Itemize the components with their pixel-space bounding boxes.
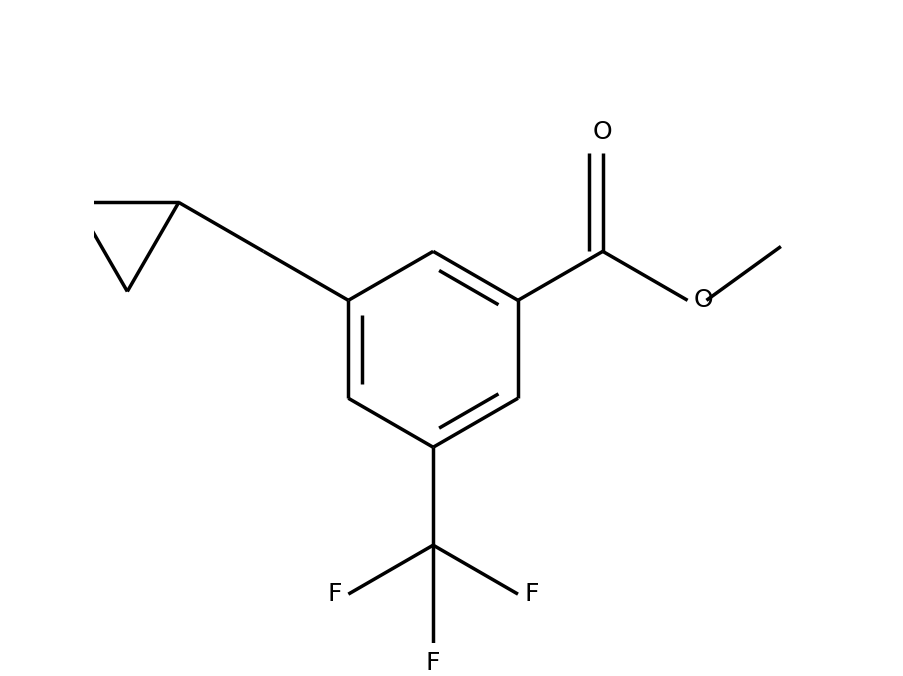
Text: O: O [592, 120, 612, 145]
Text: F: F [328, 582, 342, 606]
Text: O: O [693, 289, 712, 312]
Text: F: F [425, 650, 440, 675]
Text: F: F [524, 582, 538, 606]
